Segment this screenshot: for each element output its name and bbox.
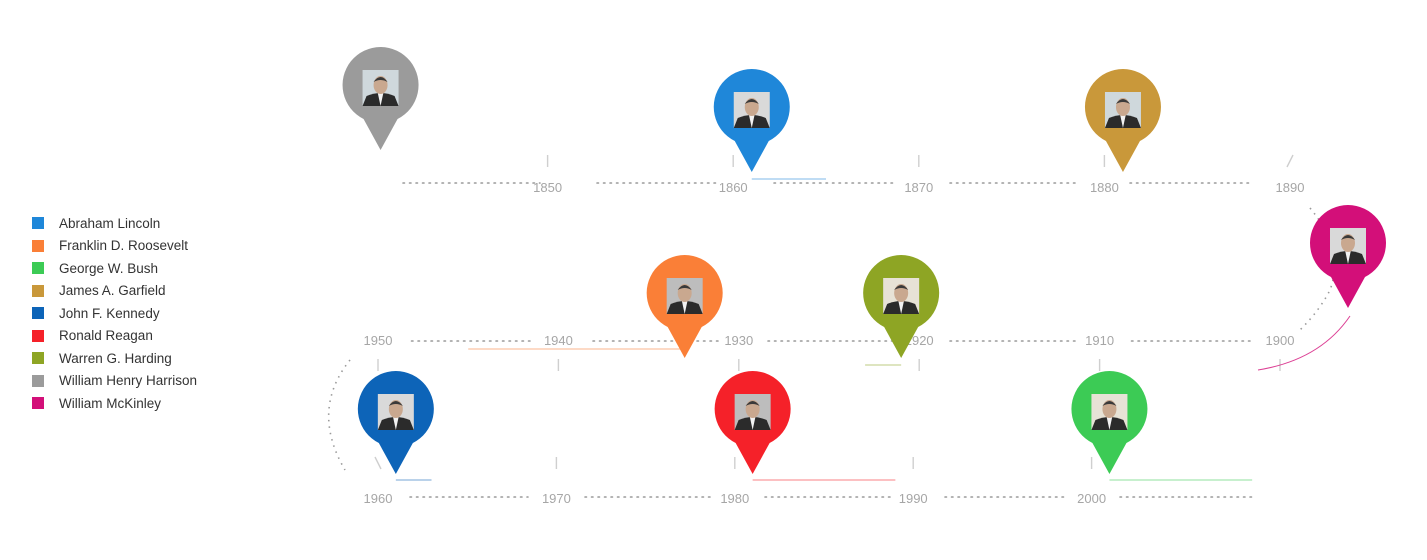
portrait-hair — [1102, 401, 1117, 406]
marker-warren-g-harding[interactable] — [863, 255, 940, 366]
legend-item-john-f-kennedy[interactable]: John F. Kennedy — [32, 302, 197, 325]
marker-john-f-kennedy[interactable] — [357, 371, 434, 481]
legend-item-warren-g-harding[interactable]: Warren G. Harding — [32, 347, 197, 370]
legend-swatch — [32, 284, 44, 297]
axis-turn-left — [327, 359, 351, 471]
marker-george-w-bush[interactable] — [1071, 371, 1253, 481]
portrait-hair — [1115, 99, 1130, 104]
portrait-collar — [748, 114, 755, 128]
legend-item-william-henry-harrison[interactable]: William Henry Harrison — [32, 370, 197, 393]
legend-item-ronald-reagan[interactable]: Ronald Reagan — [32, 325, 197, 348]
marker-abraham-lincoln[interactable] — [713, 69, 826, 180]
legend-label: Abraham Lincoln — [59, 215, 161, 231]
axis-tick-label: 1850 — [533, 180, 562, 195]
portrait-hair — [744, 99, 759, 104]
axis-tick-label: 1930 — [724, 333, 753, 348]
axis-tick-label: 1980 — [720, 491, 749, 506]
portrait-hair — [373, 77, 388, 82]
term-span — [1257, 315, 1351, 371]
axis-tick — [1286, 154, 1294, 168]
portrait-hair — [1341, 235, 1355, 240]
marker-franklin-d-roosevelt[interactable] — [468, 255, 723, 358]
axis-tick-label: 2000 — [1077, 491, 1106, 506]
legend-label: James A. Garfield — [59, 283, 166, 299]
portrait-collar — [1106, 416, 1113, 430]
axis-tick-label: 1910 — [1085, 333, 1114, 348]
legend-item-william-mckinley[interactable]: William McKinley — [32, 392, 197, 415]
legend-swatch — [32, 307, 44, 320]
legend-swatch — [32, 397, 44, 410]
legend-swatch — [32, 217, 44, 230]
portrait-collar — [392, 416, 399, 430]
legend-swatch — [32, 262, 44, 275]
axis-tick-label: 1960 — [364, 491, 393, 506]
axis-tick-label: 1940 — [544, 333, 573, 348]
axis-tick-label: 1900 — [1266, 333, 1295, 348]
portrait-hair — [894, 285, 909, 290]
portrait-hair — [677, 285, 692, 290]
legend-swatch — [32, 239, 44, 252]
legend-label: Ronald Reagan — [59, 328, 153, 344]
legend-label: Franklin D. Roosevelt — [59, 238, 189, 254]
legend-item-george-w-bush[interactable]: George W. Bush — [32, 257, 197, 280]
legend-item-james-a-garfield[interactable]: James A. Garfield — [32, 280, 197, 303]
portrait-collar — [898, 300, 905, 314]
axis-tick-label: 1880 — [1090, 180, 1119, 195]
axis-tick-label: 1870 — [904, 180, 933, 195]
legend-item-abraham-lincoln[interactable]: Abraham Lincoln — [32, 212, 197, 235]
legend-label: William Henry Harrison — [59, 373, 198, 389]
portrait-hair — [745, 401, 760, 406]
legend-label: George W. Bush — [59, 260, 159, 276]
legend-label: William McKinley — [59, 395, 162, 411]
axis-dots — [402, 182, 1253, 498]
legend-swatch — [32, 329, 44, 342]
legend-item-franklin-d-roosevelt[interactable]: Franklin D. Roosevelt — [32, 235, 197, 258]
portrait-collar — [377, 92, 384, 106]
marker-james-a-garfield[interactable] — [1084, 69, 1161, 172]
axis-ticks: 1850 1860 1870 1880 189019001910192019301940… — [364, 154, 1305, 506]
axis-tick-label: 1890 — [1276, 180, 1305, 195]
axis-tick-label: 1970 — [542, 491, 571, 506]
legend: Abraham Lincoln Franklin D. Roosevelt Geor… — [32, 212, 197, 415]
legend-label: John F. Kennedy — [59, 305, 160, 321]
marker-william-henry-harrison[interactable] — [342, 47, 419, 150]
portrait-collar — [1119, 114, 1126, 128]
legend-swatch — [32, 352, 44, 365]
legend-label: Warren G. Harding — [59, 350, 172, 366]
marker-ronald-reagan[interactable] — [714, 371, 896, 481]
axis-tick-label: 1950 — [364, 333, 393, 348]
portrait-hair — [388, 401, 403, 406]
axis-tick-label: 1990 — [899, 491, 928, 506]
marker-william-mckinley[interactable] — [1257, 205, 1386, 371]
markers — [342, 47, 1386, 481]
axis-tick — [374, 456, 382, 470]
portrait-collar — [749, 416, 756, 430]
portrait-collar — [681, 300, 688, 314]
portrait-collar — [1345, 250, 1351, 264]
legend-swatch — [32, 374, 44, 387]
axis-tick-label: 1860 — [719, 180, 748, 195]
